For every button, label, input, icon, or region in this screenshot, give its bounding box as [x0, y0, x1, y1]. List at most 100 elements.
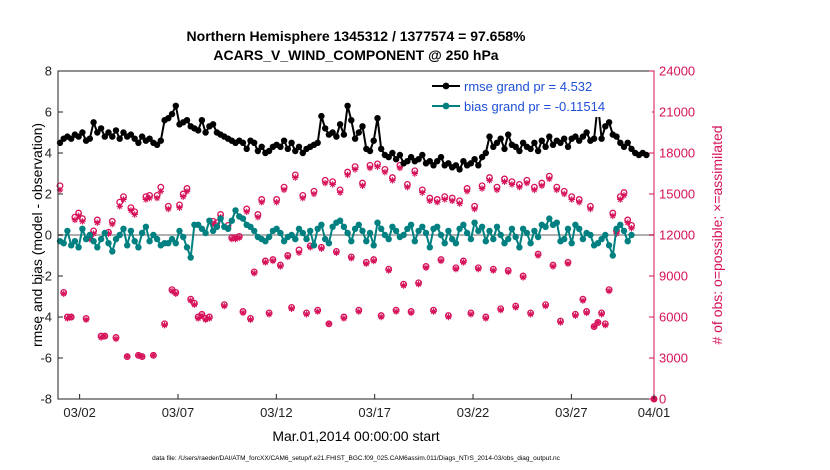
bias-point	[105, 240, 112, 247]
bias-point	[168, 235, 176, 243]
left-tick-label: -4	[40, 310, 52, 325]
rmse-point	[534, 147, 542, 155]
bias-point	[419, 223, 426, 230]
rmse-point	[329, 129, 336, 136]
rmse-point	[120, 129, 127, 136]
bias-point	[213, 223, 221, 230]
rmse-point	[456, 166, 463, 173]
rmse-point	[501, 145, 508, 153]
bias-point	[310, 242, 318, 249]
obs-assimilated-point	[519, 274, 527, 281]
obs-assimilated-point	[299, 194, 306, 202]
obs-assimilated-point	[288, 305, 295, 312]
bias-point	[224, 225, 232, 232]
obs-assimilated-point	[497, 306, 504, 314]
bias-point	[292, 235, 299, 243]
bias-point	[355, 221, 362, 228]
obs-assimilated-point	[467, 311, 475, 318]
bias-point	[202, 229, 209, 237]
rmse-point	[198, 117, 206, 124]
bias-point	[94, 244, 101, 251]
obs-assimilated-point	[392, 308, 400, 315]
obs-assimilated-point	[441, 196, 448, 203]
rmse-point	[277, 143, 284, 150]
rmse-point	[322, 125, 329, 132]
bias-point	[64, 227, 71, 235]
bias-point	[370, 242, 377, 249]
obs-assimilated-point	[277, 263, 284, 270]
obs-assimilated-point	[602, 322, 609, 329]
obs-assimilated-point	[94, 219, 101, 226]
bias-point	[542, 223, 549, 230]
obs-assimilated-point	[310, 190, 318, 198]
rmse-point	[243, 145, 250, 153]
rmse-point	[512, 143, 519, 150]
rmse-point	[434, 158, 441, 165]
bias-point	[120, 225, 127, 232]
bias-point	[486, 227, 493, 235]
rmse-point	[471, 156, 478, 163]
bias-point	[378, 225, 385, 232]
rmse-point	[131, 135, 138, 142]
rmse-point	[127, 131, 135, 138]
bias-point	[209, 227, 217, 235]
rmse-point	[254, 147, 262, 155]
obs-assimilated-point	[109, 220, 116, 228]
rmse-point	[101, 133, 109, 140]
obs-assimilated-point	[370, 257, 377, 265]
right-tick-label: 6000	[659, 310, 688, 325]
rmse-point	[557, 139, 564, 146]
bias-point	[336, 217, 344, 224]
bias-point	[497, 231, 504, 239]
bias-point	[183, 244, 191, 251]
rmse-point	[68, 135, 75, 142]
bias-point	[422, 229, 430, 237]
bias-point	[501, 240, 508, 247]
rmse-point	[482, 149, 489, 157]
bias-point	[206, 217, 213, 224]
bias-point	[415, 227, 422, 235]
obs-assimilated-point	[348, 255, 355, 262]
right-tick-label: 12000	[659, 228, 695, 243]
obs-assimilated-point	[221, 302, 228, 310]
rmse-point	[251, 139, 258, 146]
bias-point	[265, 233, 273, 241]
bias-point	[609, 252, 616, 259]
rmse-point	[265, 147, 273, 155]
rmse-point	[516, 147, 523, 155]
bias-point	[232, 207, 239, 214]
obs-assimilated-point	[258, 199, 265, 206]
obs-assimilated-point	[127, 207, 135, 214]
obs-assimilated-point	[71, 216, 79, 224]
bias-point	[176, 227, 183, 235]
legend-bias-label: bias grand pr = -0.11514	[464, 99, 605, 114]
bias-point	[587, 231, 594, 239]
rmse-point	[351, 135, 359, 142]
obs-assimilated-point	[351, 166, 359, 173]
left-tick-label: 2	[45, 187, 52, 202]
x-tick-label: 03/17	[358, 405, 391, 420]
obs-assimilated-point	[534, 252, 542, 259]
bias-point	[449, 235, 456, 243]
rmse-point	[135, 139, 142, 146]
left-y-axis: 8 6 4 2 0 -2 -4 -6 -8	[40, 64, 63, 407]
obs-assimilated-point	[594, 319, 602, 326]
bias-point	[602, 231, 609, 239]
legend-bias-marker	[442, 102, 450, 110]
obs-assimilated-point	[542, 302, 549, 310]
chart-title: Northern Hemisphere 1345312 / 1377574 = …	[187, 28, 526, 44]
obs-assimilated-point	[150, 352, 157, 359]
bias-point	[153, 235, 161, 243]
bias-point	[389, 223, 396, 230]
bias-point	[344, 229, 351, 237]
left-tick-label: -2	[40, 269, 52, 284]
rmse-point	[605, 119, 613, 126]
rmse-point	[165, 115, 172, 122]
rmse-point	[590, 135, 598, 142]
obs-assimilated-point	[381, 168, 389, 176]
rmse-point	[613, 133, 620, 140]
bias-point	[273, 225, 280, 232]
obs-assimilated-point	[434, 199, 441, 206]
bias-point	[150, 231, 157, 239]
